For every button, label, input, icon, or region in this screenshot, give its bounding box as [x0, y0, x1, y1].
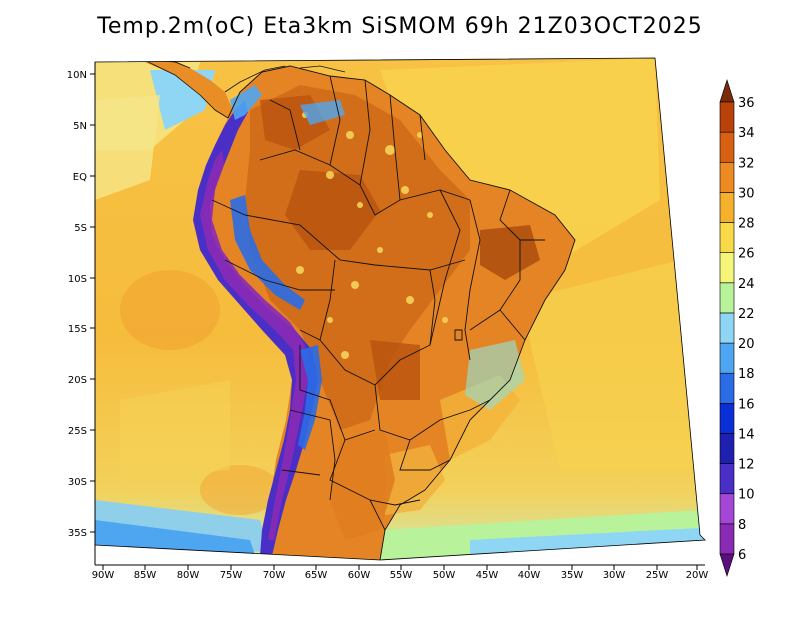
lon-tick-75w: 75W [220, 565, 243, 581]
lat-label: 5S [74, 223, 87, 234]
south-pacific-colder [95, 520, 255, 555]
lon-label: 50W [433, 570, 456, 581]
lat-label: EQ [73, 172, 87, 183]
colorbar-swatch [719, 342, 735, 374]
colorbar-bottom-arrow [719, 553, 735, 577]
colorbar-swatch [719, 433, 735, 464]
lat-tick-5s: 5S [74, 223, 95, 234]
lon-tick-45w: 45W [476, 565, 499, 581]
lon-tick-25w: 25W [646, 565, 669, 581]
colorbar-swatch [719, 101, 735, 133]
lat-label: 30S [68, 477, 87, 488]
political-borders [211, 65, 576, 560]
colorbar-label: 22 [738, 307, 755, 322]
hotspot-speckles [296, 112, 448, 359]
lat-label: 20S [68, 375, 87, 386]
colorbar-label: 10 [738, 488, 755, 503]
colorbar-swatch [719, 252, 735, 284]
lat-label: 35S [68, 528, 87, 539]
colorbar-swatch [719, 463, 735, 495]
colorbar-label: 8 [738, 518, 746, 533]
colorbar-swatch [719, 192, 735, 223]
lon-label: 55W [390, 570, 413, 581]
lat-label: 10S [68, 274, 87, 285]
colorbar-label: 12 [738, 458, 755, 473]
lon-label: 25W [646, 570, 669, 581]
colorbar-swatch [719, 131, 735, 163]
lon-tick-70w: 70W [263, 565, 286, 581]
colorbar-label: 24 [738, 277, 755, 292]
colorbar-swatch [719, 312, 735, 344]
lon-tick-50w: 50W [433, 565, 456, 581]
colorbar-label: 28 [738, 217, 755, 232]
lat-label: 15S [68, 324, 87, 335]
central-america-land [140, 58, 232, 118]
lat-tick-eq: EQ [73, 172, 95, 183]
lat-label: 5N [73, 121, 87, 132]
lon-label: 85W [134, 570, 157, 581]
south-atlantic-cool [380, 510, 705, 560]
lat-label: 10N [67, 70, 87, 81]
lat-label: 25S [68, 426, 87, 437]
colorbar-label: 20 [738, 337, 755, 352]
colorbar-label: 32 [738, 156, 755, 171]
lon-label: 80W [177, 570, 200, 581]
colorbar-swatch [719, 523, 735, 555]
map-domain [95, 58, 705, 560]
colorbar-label: 30 [738, 186, 755, 201]
lon-label: 90W [92, 570, 115, 581]
lon-label: 75W [220, 570, 243, 581]
colorbar-swatch [719, 372, 735, 404]
colorbar-swatch [719, 282, 735, 314]
lat-tick-35s: 35S [68, 528, 95, 539]
lon-tick-55w: 55W [390, 565, 413, 581]
lon-label: 30W [603, 570, 626, 581]
south-atlantic-colder [470, 528, 705, 555]
colorbar-label: 16 [738, 397, 755, 412]
lon-label: 60W [348, 570, 371, 581]
colorbar-label: 14 [738, 427, 755, 442]
colorbar-label: 36 [738, 96, 755, 111]
lon-label: 45W [476, 570, 499, 581]
colorbar-top-arrow [719, 79, 735, 103]
lat-tick-10n: 10N [67, 70, 95, 81]
lon-label: 20W [686, 570, 709, 581]
lon-label: 70W [263, 570, 286, 581]
colorbar-label: 26 [738, 247, 755, 262]
lon-tick-85w: 85W [134, 565, 157, 581]
colorbar: 6 8 10 12 14 16 18 20 22 24 26 28 30 32 34 36 [719, 79, 755, 577]
colorbar-swatch [719, 222, 735, 253]
colorbar-swatch [719, 403, 735, 434]
lon-tick-65w: 65W [305, 565, 328, 581]
lon-tick-20w: 20W [686, 565, 709, 581]
south-atlantic-zone [520, 260, 700, 470]
lon-label: 35W [561, 570, 584, 581]
colorbar-swatch [719, 493, 735, 525]
colorbar-swatch [719, 161, 735, 193]
lon-tick-35w: 35W [561, 565, 584, 581]
lon-tick-60w: 60W [348, 565, 371, 581]
lat-axis: 10N 5N EQ 5S 10S 15S 20S 25S 30S 35S [67, 70, 95, 539]
lat-tick-20s: 20S [68, 375, 95, 386]
lat-tick-5n: 5N [73, 121, 95, 132]
colorbar-label: 6 [738, 548, 746, 563]
map-title: Temp.2m(oC) Eta3km SiSMOM 69h 21Z03OCT20… [97, 14, 703, 39]
lon-tick-90w: 90W [92, 565, 115, 581]
lon-tick-80w: 80W [177, 565, 200, 581]
lon-label: 65W [305, 570, 328, 581]
lat-tick-10s: 10S [68, 274, 95, 285]
lon-tick-40w: 40W [518, 565, 541, 581]
lon-tick-30w: 30W [603, 565, 626, 581]
lat-tick-25s: 25S [68, 426, 95, 437]
minas-cool [465, 340, 525, 410]
lat-tick-30s: 30S [68, 477, 95, 488]
colorbar-label: 18 [738, 367, 755, 382]
lat-tick-15s: 15S [68, 324, 95, 335]
northeast-hot-zone [480, 225, 540, 280]
lon-axis: 90W 85W 80W 75W 70W 65W 60W 55W 50W 45W … [92, 565, 709, 581]
lon-label: 40W [518, 570, 541, 581]
colorbar-label: 34 [738, 126, 755, 141]
